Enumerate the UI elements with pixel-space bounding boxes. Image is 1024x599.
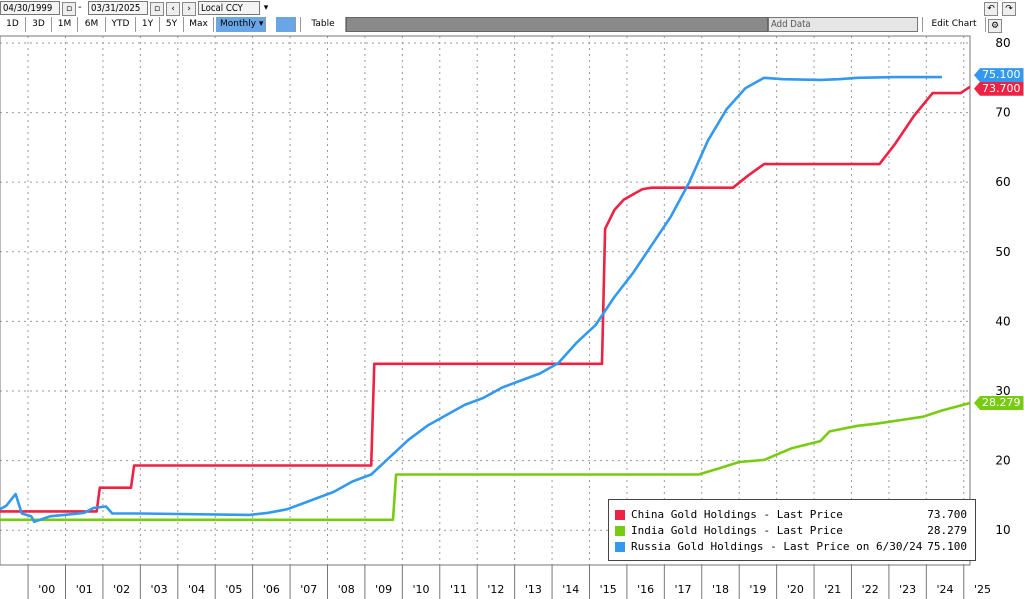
y-tick-label: 30 [995, 384, 1010, 398]
x-tick-label: '23 [899, 583, 916, 596]
range-1d-button[interactable]: 1D [0, 17, 26, 32]
legend: China Gold Holdings - Last Price 73.700 … [608, 499, 976, 561]
legend-swatch [615, 510, 625, 520]
currency-select[interactable]: Local CCY [198, 1, 260, 15]
x-tick-label: '19 [749, 583, 766, 596]
x-tick-label: '17 [675, 583, 692, 596]
chevron-down-icon[interactable]: ▾ [263, 3, 269, 13]
india-last-value-tag: 28.279 [974, 395, 1024, 410]
series-line-india [0, 401, 971, 522]
settings-icon[interactable]: ⚙ [988, 19, 1002, 33]
x-tick-label: '07 [300, 583, 317, 596]
x-tick-label: '12 [487, 583, 504, 596]
x-tick-label: '20 [787, 583, 804, 596]
legend-value: 75.100 [927, 540, 967, 553]
x-tick-label: '14 [562, 583, 579, 596]
table-button[interactable]: Table [300, 17, 346, 32]
x-tick-label: '24 [937, 583, 954, 596]
chart-type-button[interactable] [276, 17, 296, 32]
y-tick-label: 60 [995, 175, 1010, 189]
undo-icon[interactable]: ↶ [984, 2, 998, 16]
range-ytd-button[interactable]: YTD [106, 17, 136, 32]
calendar-icon[interactable]: ▫ [150, 2, 164, 16]
x-tick-label: '18 [712, 583, 729, 596]
x-tick-label: '21 [824, 583, 841, 596]
axes: 10 20 30 40 50 60 70 80 '00 '01 '02 '03 '04 '05 '06 '07… [0, 35, 1011, 599]
x-tick-label: '04 [188, 583, 205, 596]
x-tick-label: '02 [113, 583, 130, 596]
x-tick-label: '09 [375, 583, 392, 596]
y-tick-label: 40 [995, 314, 1010, 328]
series-line-china [0, 85, 971, 513]
legend-value: 73.700 [927, 508, 967, 521]
legend-swatch [615, 526, 625, 536]
toolbar-spacer [346, 17, 768, 32]
x-tick-label: '03 [151, 583, 168, 596]
legend-item-russia: Russia Gold Holdings - Last Price on 6/3… [615, 539, 967, 555]
series-line-russia [0, 75, 942, 524]
x-tick-label: '11 [450, 583, 467, 596]
x-tick-label: '06 [263, 583, 280, 596]
russia-last-value-tag: 75.100 [974, 68, 1024, 83]
range-3d-button[interactable]: 3D [26, 17, 52, 32]
range-5y-button[interactable]: 5Y [160, 17, 184, 32]
chevron-left-icon[interactable]: ‹ [166, 2, 180, 16]
china-last-value-tag: 73.700 [974, 81, 1024, 96]
legend-swatch [615, 542, 625, 552]
x-tick-label: '16 [637, 583, 654, 596]
x-tick-label: '13 [525, 583, 542, 596]
legend-label: China Gold Holdings - Last Price [631, 508, 843, 521]
range-6m-button[interactable]: 6M [78, 17, 106, 32]
y-tick-label: 70 [995, 106, 1010, 120]
y-tick-label: 80 [995, 36, 1010, 50]
y-tick-label: 10 [995, 523, 1010, 537]
legend-value: 28.279 [927, 524, 967, 537]
x-tick-label: '22 [862, 583, 879, 596]
y-tick-label: 20 [995, 454, 1010, 468]
range-max-button[interactable]: Max [184, 17, 214, 32]
x-tick-label: '08 [338, 583, 355, 596]
legend-item-india: India Gold Holdings - Last Price 28.279 [615, 523, 967, 539]
range-1y-button[interactable]: 1Y [136, 17, 160, 32]
plot-frame [0, 35, 971, 566]
x-tick-label: '10 [413, 583, 430, 596]
x-tick-label: '05 [225, 583, 242, 596]
y-tick-label: 50 [995, 245, 1010, 259]
legend-label: India Gold Holdings - Last Price [631, 524, 843, 537]
edit-chart-button[interactable]: Edit Chart [922, 17, 986, 32]
x-tick-label: '15 [600, 583, 617, 596]
end-date-input[interactable]: 03/31/2025 [88, 1, 148, 15]
date-separator: - [78, 2, 82, 13]
chart-toolbar: 04/30/1999 ▫ - 03/31/2025 ▫ ‹ › Local CC… [0, 0, 1024, 34]
range-1m-button[interactable]: 1M [52, 17, 78, 32]
legend-item-china: China Gold Holdings - Last Price 73.700 [615, 507, 967, 523]
redo-icon[interactable]: ↷ [1002, 2, 1016, 16]
x-tick-label: '25 [974, 583, 991, 596]
chevron-right-icon[interactable]: › [182, 2, 196, 16]
x-tick-label: '01 [76, 583, 93, 596]
grid [0, 36, 970, 565]
calendar-icon[interactable]: ▫ [62, 2, 76, 16]
edit-chart-label: Edit Chart [931, 19, 977, 29]
add-data-input[interactable]: Add Data [768, 17, 918, 32]
series-lines [0, 75, 971, 524]
start-date-input[interactable]: 04/30/1999 [0, 1, 60, 15]
legend-label: Russia Gold Holdings - Last Price on 6/3… [631, 540, 923, 553]
frequency-select[interactable]: Monthly ▾ [216, 17, 266, 32]
frequency-label: Monthly [220, 19, 257, 29]
chevron-down-icon: ▾ [256, 19, 264, 29]
x-tick-label: '00 [38, 583, 55, 596]
